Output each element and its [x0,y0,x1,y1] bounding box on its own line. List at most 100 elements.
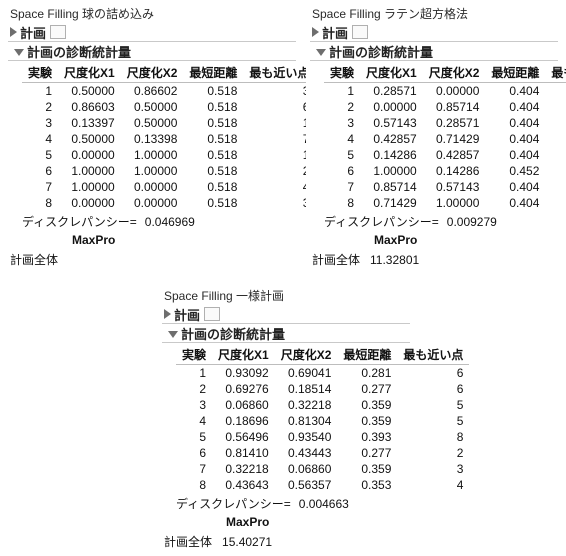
disclosure-triangle-open-icon[interactable] [316,49,326,56]
table-row: 20.692760.185140.2776 [176,381,469,397]
table-header: 実験 [176,345,212,365]
table-cell: 0.518 [183,163,243,179]
outline-plan[interactable]: 計画 [8,23,296,42]
table-cell: 2 [176,381,212,397]
table-cell: 0.518 [183,131,243,147]
table-cell: 3 [22,115,58,131]
table-cell: 0.277 [337,445,397,461]
table-cell: 0.18514 [275,381,338,397]
plan-total: 計画全体 [10,251,296,268]
outline-label-plan: 計画 [174,305,200,324]
outline-diagnostics[interactable]: 計画の診断統計量 [310,42,558,61]
table-cell: 2 [397,445,469,461]
table-cell: 6 [22,163,58,179]
disclosure-triangle-icon[interactable] [164,309,171,319]
table-cell: 0.518 [183,115,243,131]
disclosure-triangle-icon[interactable] [10,27,17,37]
table-cell: 6 [243,99,315,115]
table-cell: 3 [243,83,315,100]
table-row: 61.000001.000000.5182 [22,163,315,179]
table-header: 実験 [324,63,360,83]
discrepancy-value: 0.009279 [447,213,497,231]
discrepancy-label: ディスクレパンシー= [176,495,291,513]
outline-plan[interactable]: 計画 [310,23,558,42]
table-cell: 0.56496 [212,429,275,445]
diagnostics-table: 実験尺度化X1尺度化X2最短距離最も近い点10.500000.866020.51… [22,63,315,211]
outline-label-diagnostics: 計画の診断統計量 [181,324,285,343]
table-cell: 0.56357 [275,477,338,493]
table-row: 70.857140.571430.4043 [324,179,566,195]
table-cell: 8 [397,429,469,445]
outline-plan[interactable]: 計画 [162,305,410,324]
table-row: 71.000000.000000.5184 [22,179,315,195]
outline-label-plan: 計画 [322,23,348,42]
table-cell: 7 [243,131,315,147]
options-box-icon[interactable] [204,307,220,321]
table-cell: 1.00000 [121,147,184,163]
table-cell: 0.518 [183,83,243,100]
panel-latin: Space Filling ラテン超方格法計画計画の診断統計量実験尺度化X1尺度… [306,2,562,274]
plan-total-value: 11.32801 [370,253,419,267]
options-box-icon[interactable] [352,25,368,39]
table-cell: 0.32218 [212,461,275,477]
table-cell: 4 [243,179,315,195]
table-cell: 0.43643 [212,477,275,493]
table-header: 尺度化X1 [58,63,121,83]
table-cell: 0.32218 [275,397,338,413]
disclosure-triangle-icon[interactable] [312,27,319,37]
table-cell: 0.69276 [212,381,275,397]
table-cell: 0.00000 [121,179,184,195]
table-cell: 0.518 [183,99,243,115]
table-cell: 4 [545,99,566,115]
disclosure-triangle-open-icon[interactable] [168,331,178,338]
table-header: 尺度化X2 [121,63,184,83]
diagnostics-table: 実験尺度化X1尺度化X2最短距離最も近い点10.930920.690410.28… [176,345,469,493]
table-cell: 0.353 [337,477,397,493]
table-cell: 0.404 [485,99,545,115]
table-cell: 0.81304 [275,413,338,429]
table-cell: 0.43443 [275,445,338,461]
table-cell: 3 [243,195,315,211]
table-cell: 0.06860 [212,397,275,413]
table-cell: 1.00000 [58,179,121,195]
table-cell: 0.00000 [58,195,121,211]
table-row: 50.142860.428570.4044 [324,147,566,163]
outline-diagnostics[interactable]: 計画の診断統計量 [8,42,296,61]
table-row: 60.814100.434430.2772 [176,445,469,461]
table-cell: 0.86602 [121,83,184,100]
table-cell: 0.404 [485,179,545,195]
table-cell: 0.404 [485,147,545,163]
table-cell: 1 [324,83,360,100]
table-row: 10.930920.690410.2816 [176,365,469,382]
table-cell: 6 [176,445,212,461]
table-cell: 0.71429 [360,195,423,211]
table-cell: 8 [22,195,58,211]
table-row: 10.285710.000000.4043 [324,83,566,100]
table-cell: 0.359 [337,397,397,413]
table-cell: 4 [545,147,566,163]
outline-label-diagnostics: 計画の診断統計量 [27,42,131,61]
options-box-icon[interactable] [50,25,66,39]
table-cell: 0.50000 [121,99,184,115]
footer-lines: ディスクレパンシー=0.046969MaxPro [22,213,296,249]
table-cell: 0.18696 [212,413,275,429]
discrepancy-label: ディスクレパンシー= [324,213,439,231]
outline-diagnostics[interactable]: 計画の診断統計量 [162,324,410,343]
table-header: 尺度化X1 [212,345,275,365]
table-header: 最も近い点 [243,63,315,83]
panel-title: Space Filling ラテン超方格法 [310,4,558,23]
table-cell: 0.42857 [423,147,486,163]
table-cell: 0.50000 [58,131,121,147]
table-row: 80.714291.000000.4044 [324,195,566,211]
table-row: 30.133970.500000.5181 [22,115,315,131]
table-row: 80.000000.000000.5183 [22,195,315,211]
table-cell: 0.404 [485,115,545,131]
table-cell: 0.14286 [423,163,486,179]
panel-title: Space Filling 一様計画 [162,286,410,305]
disclosure-triangle-open-icon[interactable] [14,49,24,56]
table-cell: 0.85714 [360,179,423,195]
table-cell: 3 [397,461,469,477]
table-cell: 0.00000 [58,147,121,163]
table-cell: 3 [176,397,212,413]
table-cell: 3 [324,115,360,131]
